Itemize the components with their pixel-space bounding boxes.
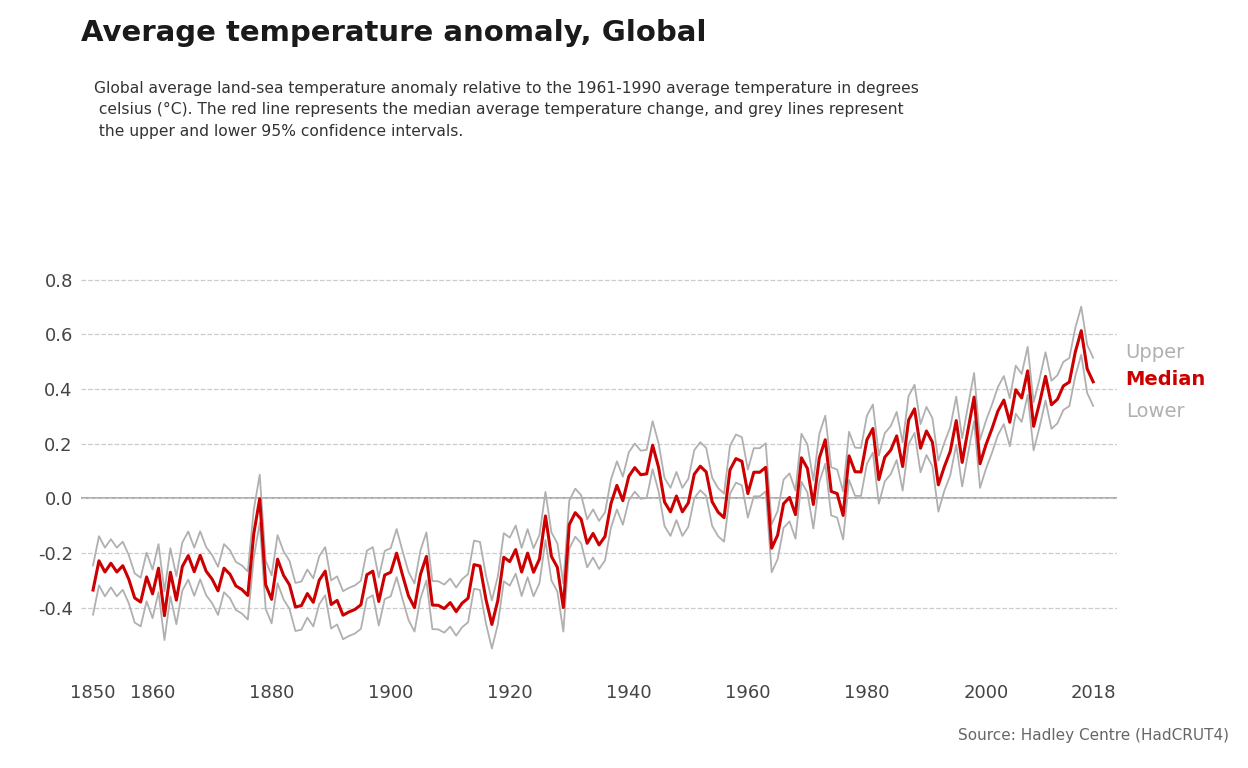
Text: Global average land-sea temperature anomaly relative to the 1961-1990 average te: Global average land-sea temperature anom… (94, 81, 919, 139)
Text: Source: Hadley Centre (HadCRUT4): Source: Hadley Centre (HadCRUT4) (958, 728, 1229, 743)
Text: Upper: Upper (1126, 343, 1184, 362)
Text: Lower: Lower (1126, 402, 1184, 421)
Text: Median: Median (1126, 369, 1206, 389)
Text: Average temperature anomaly, Global: Average temperature anomaly, Global (81, 19, 706, 47)
